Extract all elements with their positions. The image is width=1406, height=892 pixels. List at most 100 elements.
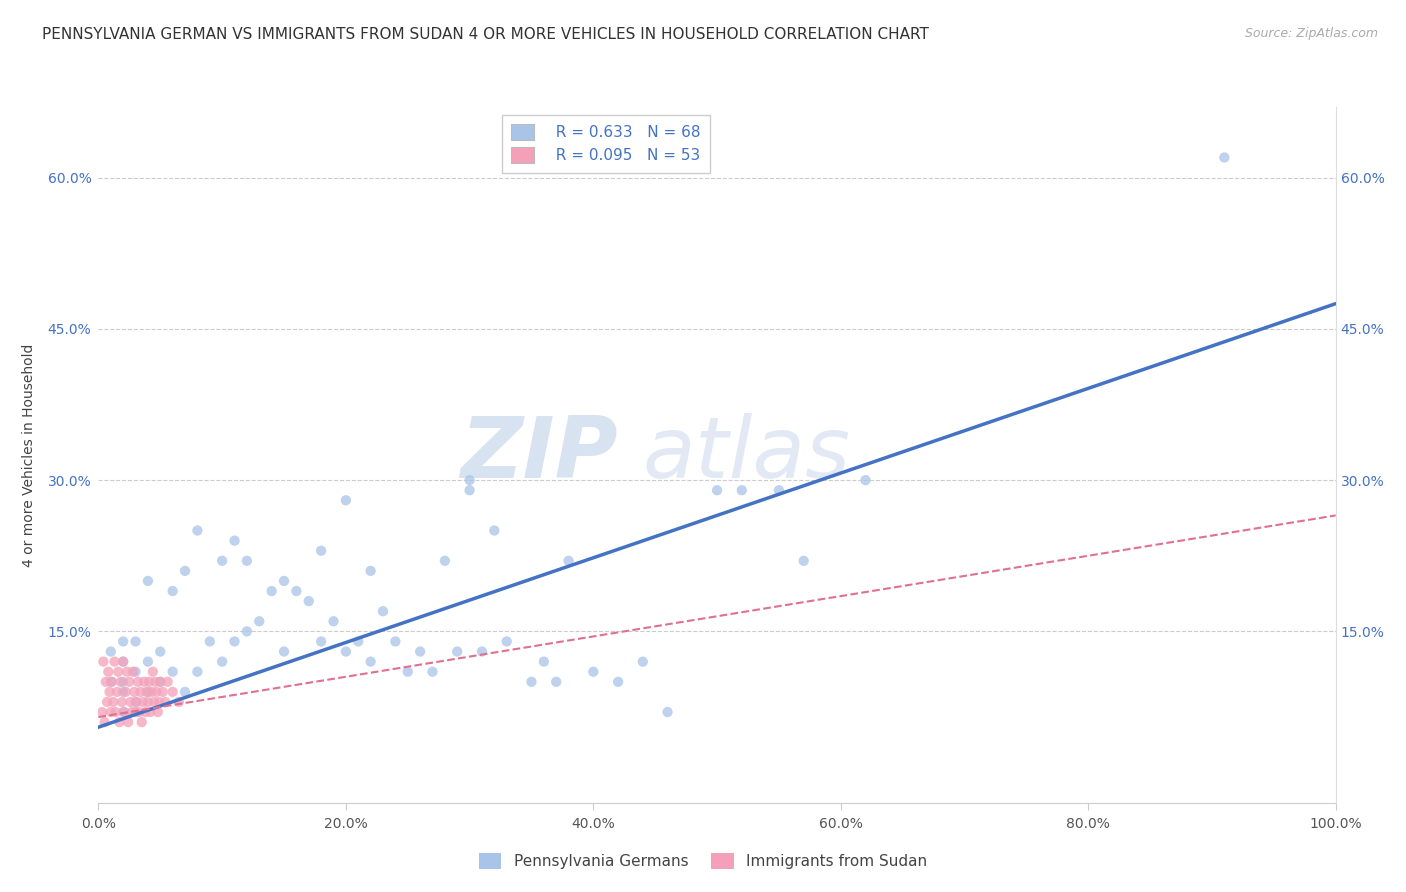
Point xyxy=(484,524,506,538)
Point xyxy=(557,554,579,568)
Point xyxy=(127,674,149,689)
Point xyxy=(446,644,468,658)
Point xyxy=(112,685,135,699)
Point xyxy=(103,695,125,709)
Point xyxy=(132,695,155,709)
Point xyxy=(93,715,115,730)
Point xyxy=(100,644,122,658)
Point xyxy=(124,685,146,699)
Point xyxy=(657,705,679,719)
Point xyxy=(117,715,139,730)
Point xyxy=(149,674,172,689)
Point xyxy=(224,634,246,648)
Point xyxy=(335,493,357,508)
Point xyxy=(115,665,138,679)
Point xyxy=(149,644,172,658)
Point xyxy=(285,584,308,599)
Point xyxy=(143,674,166,689)
Point xyxy=(247,615,270,629)
Point xyxy=(136,685,159,699)
Point xyxy=(149,674,172,689)
Point xyxy=(167,695,190,709)
Point xyxy=(107,665,129,679)
Point xyxy=(97,665,120,679)
Point xyxy=(409,644,432,658)
Point xyxy=(309,543,332,558)
Point xyxy=(105,685,128,699)
Point xyxy=(114,685,136,699)
Point xyxy=(422,665,444,679)
Point xyxy=(607,674,630,689)
Point xyxy=(458,473,481,487)
Point xyxy=(96,695,118,709)
Point xyxy=(112,705,135,719)
Point xyxy=(495,634,517,648)
Point xyxy=(131,715,153,730)
Point xyxy=(148,695,170,709)
Text: atlas: atlas xyxy=(643,413,851,497)
Point xyxy=(236,554,259,568)
Point xyxy=(134,705,156,719)
Point xyxy=(174,564,197,578)
Legend: Pennsylvania Germans, Immigrants from Sudan: Pennsylvania Germans, Immigrants from Su… xyxy=(472,847,934,875)
Point xyxy=(143,695,166,709)
Point xyxy=(706,483,728,498)
Point xyxy=(146,705,169,719)
Point xyxy=(322,615,344,629)
Point xyxy=(471,644,494,658)
Point xyxy=(111,695,134,709)
Point xyxy=(156,674,179,689)
Point xyxy=(101,674,124,689)
Point xyxy=(124,634,146,648)
Point xyxy=(145,685,167,699)
Point xyxy=(533,655,555,669)
Point xyxy=(110,674,132,689)
Point xyxy=(124,695,146,709)
Point xyxy=(855,473,877,487)
Point xyxy=(121,705,143,719)
Point xyxy=(135,685,157,699)
Point xyxy=(112,705,135,719)
Point xyxy=(104,705,127,719)
Point xyxy=(793,554,815,568)
Point xyxy=(236,624,259,639)
Point xyxy=(273,574,295,588)
Point xyxy=(94,674,117,689)
Point xyxy=(211,655,233,669)
Point xyxy=(186,665,208,679)
Point xyxy=(139,705,162,719)
Point xyxy=(112,674,135,689)
Legend:   R = 0.633   N = 68,   R = 0.095   N = 53: R = 0.633 N = 68, R = 0.095 N = 53 xyxy=(502,115,710,173)
Y-axis label: 4 or more Vehicles in Household: 4 or more Vehicles in Household xyxy=(22,343,37,566)
Point xyxy=(112,634,135,648)
Point xyxy=(108,715,131,730)
Point xyxy=(120,695,142,709)
Point xyxy=(309,634,332,648)
Point xyxy=(112,655,135,669)
Point xyxy=(298,594,321,608)
Point xyxy=(128,705,150,719)
Point xyxy=(260,584,283,599)
Point xyxy=(335,644,357,658)
Point xyxy=(129,685,152,699)
Point xyxy=(142,665,165,679)
Point xyxy=(124,705,146,719)
Text: Source: ZipAtlas.com: Source: ZipAtlas.com xyxy=(1244,27,1378,40)
Point xyxy=(371,604,394,618)
Point xyxy=(273,644,295,658)
Point xyxy=(731,483,754,498)
Point xyxy=(162,584,184,599)
Point xyxy=(124,665,146,679)
Point xyxy=(91,705,114,719)
Point xyxy=(162,685,184,699)
Point xyxy=(384,634,406,648)
Point xyxy=(768,483,790,498)
Point xyxy=(100,674,122,689)
Point xyxy=(125,695,148,709)
Point xyxy=(360,564,382,578)
Point xyxy=(224,533,246,548)
Point xyxy=(138,674,160,689)
Point xyxy=(396,665,419,679)
Point xyxy=(122,665,145,679)
Point xyxy=(631,655,654,669)
